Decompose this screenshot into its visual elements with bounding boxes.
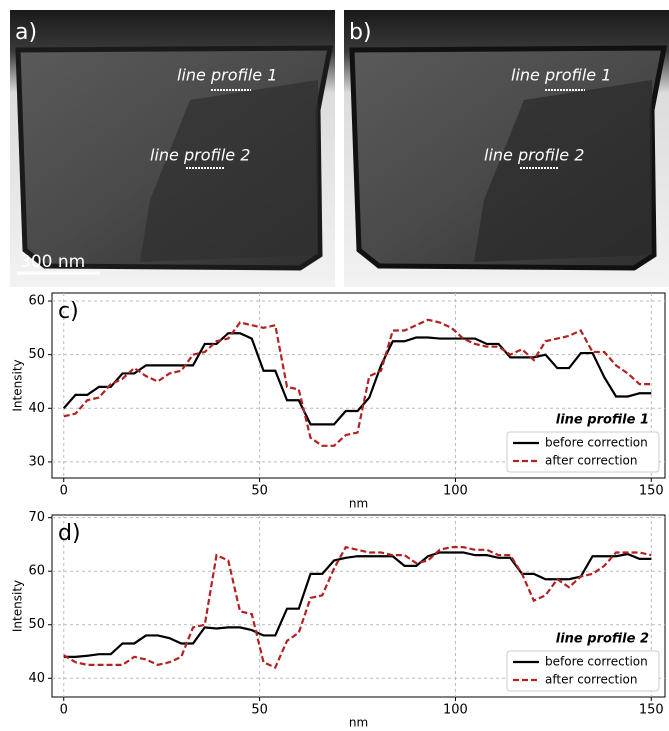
profile-label: line profile 2 bbox=[484, 146, 584, 165]
y-tick-label: 50 bbox=[28, 617, 45, 632]
x-tick-label: 150 bbox=[639, 703, 664, 718]
legend-label: before correction bbox=[545, 436, 648, 450]
legend-label: after correction bbox=[545, 673, 638, 687]
chart: 40 50 60 70 0 50 100 150 nm Intensity d) line profi… bbox=[11, 510, 666, 730]
x-tick-label: 150 bbox=[639, 484, 664, 499]
legend-label: before correction bbox=[545, 655, 648, 669]
legend-box bbox=[506, 431, 660, 473]
profile-label: line profile 2 bbox=[150, 146, 250, 165]
series-line bbox=[63, 318, 652, 447]
y-tick-label: 70 bbox=[28, 510, 45, 525]
annotation: line profile 1 bbox=[556, 413, 649, 428]
x-axis-label: nm bbox=[349, 716, 368, 728]
x-tick-label: 100 bbox=[443, 703, 468, 718]
scale-bar-label: 300 nm bbox=[20, 252, 85, 272]
profile-label: line profile 1 bbox=[511, 66, 611, 85]
x-tick-label: 50 bbox=[251, 703, 268, 718]
x-tick-label: 100 bbox=[443, 484, 468, 499]
legend-box bbox=[506, 650, 660, 692]
legend-label: after correction bbox=[545, 454, 638, 468]
y-axis-label: Intensity bbox=[11, 359, 25, 411]
series-line bbox=[63, 545, 652, 670]
panel-label: d) bbox=[58, 521, 81, 546]
y-tick-label: 30 bbox=[28, 454, 45, 469]
series-line bbox=[62, 332, 652, 426]
y-tick-label: 60 bbox=[28, 564, 45, 579]
profile-label: line profile 1 bbox=[177, 66, 277, 85]
y-tick-label: 40 bbox=[28, 671, 45, 686]
panel-label: c) bbox=[58, 299, 79, 324]
y-tick-label: 40 bbox=[28, 401, 45, 416]
x-axis-label: nm bbox=[349, 497, 368, 511]
x-tick-label: 0 bbox=[60, 484, 68, 499]
series-line bbox=[63, 551, 652, 658]
y-axis-label: Intensity bbox=[11, 580, 25, 632]
y-tick-label: 50 bbox=[28, 347, 45, 362]
x-tick-label: 0 bbox=[60, 703, 68, 718]
annotation: line profile 2 bbox=[556, 632, 649, 647]
image-b: b) line profile 1 line profile 2 bbox=[344, 10, 669, 287]
x-tick-label: 50 bbox=[251, 484, 268, 499]
image-a: a) line profile 1 line profile 2 300 nm bbox=[10, 10, 335, 287]
chart: 30 40 50 60 0 50 100 150 nm Intensity c) line profi… bbox=[11, 292, 666, 511]
y-tick-label: 60 bbox=[28, 294, 45, 309]
panel-label: b) bbox=[349, 20, 372, 45]
panel-label: a) bbox=[15, 20, 37, 45]
